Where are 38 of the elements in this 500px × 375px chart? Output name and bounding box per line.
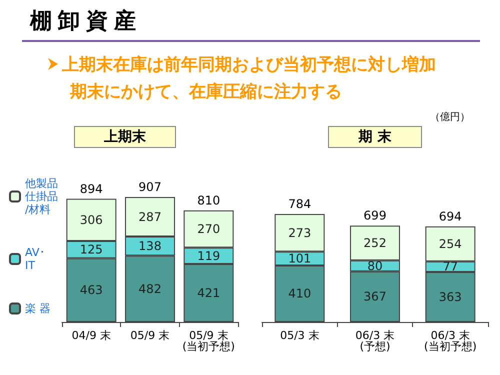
text: 棚卸資産 [30, 8, 142, 36]
data-label: 421 [197, 286, 220, 300]
total-label: 894 [80, 182, 103, 196]
data-label: 367 [364, 290, 386, 304]
data-label: 80 [367, 258, 383, 273]
x-tick-label: 06/3 末 (予想) [355, 329, 395, 353]
data-label: 77 [442, 260, 458, 274]
total-label: 907 [138, 180, 162, 194]
data-label: 306 [80, 212, 103, 227]
chart-title: 期 末 [358, 129, 392, 145]
data-label: 463 [80, 283, 103, 298]
x-tick-label: 05/9 末 (当初予想) [182, 329, 235, 353]
data-label: 125 [80, 242, 103, 257]
data-label: 410 [288, 286, 312, 301]
legend-label: AV･IT [25, 246, 46, 272]
data-label: 482 [138, 282, 162, 296]
data-label: 254 [438, 236, 462, 251]
total-label: 784 [288, 196, 312, 211]
chart-subtitle: 上期末在庫は前年同期および当初予想に対し増加期末にかけて、在庫圧縮に注力する [62, 54, 437, 104]
x-tick-label: 06/3 末 (当初予想) [424, 329, 477, 353]
data-label: 252 [364, 236, 386, 250]
x-tick-label: 05/9 末 [130, 329, 170, 342]
text: （億円） [430, 110, 470, 124]
total-label: 694 [438, 209, 462, 224]
chart-title: 上期末 [103, 129, 147, 145]
data-label: 119 [197, 248, 220, 263]
data-label: 101 [288, 252, 312, 266]
total-label: 810 [197, 193, 220, 208]
data-label: 270 [197, 222, 220, 236]
data-label: 138 [138, 239, 162, 254]
data-label: 363 [438, 290, 462, 304]
data-label: 287 [138, 210, 162, 224]
legend-label: 楽 器 [25, 302, 50, 315]
total-label: 699 [364, 208, 386, 223]
data-label: 273 [288, 226, 312, 240]
x-tick-label: 05/3 末 [280, 329, 320, 342]
x-tick-label: 04/9 末 [72, 329, 111, 342]
legend-label: 他製品仕掛品/材料 [25, 177, 58, 216]
